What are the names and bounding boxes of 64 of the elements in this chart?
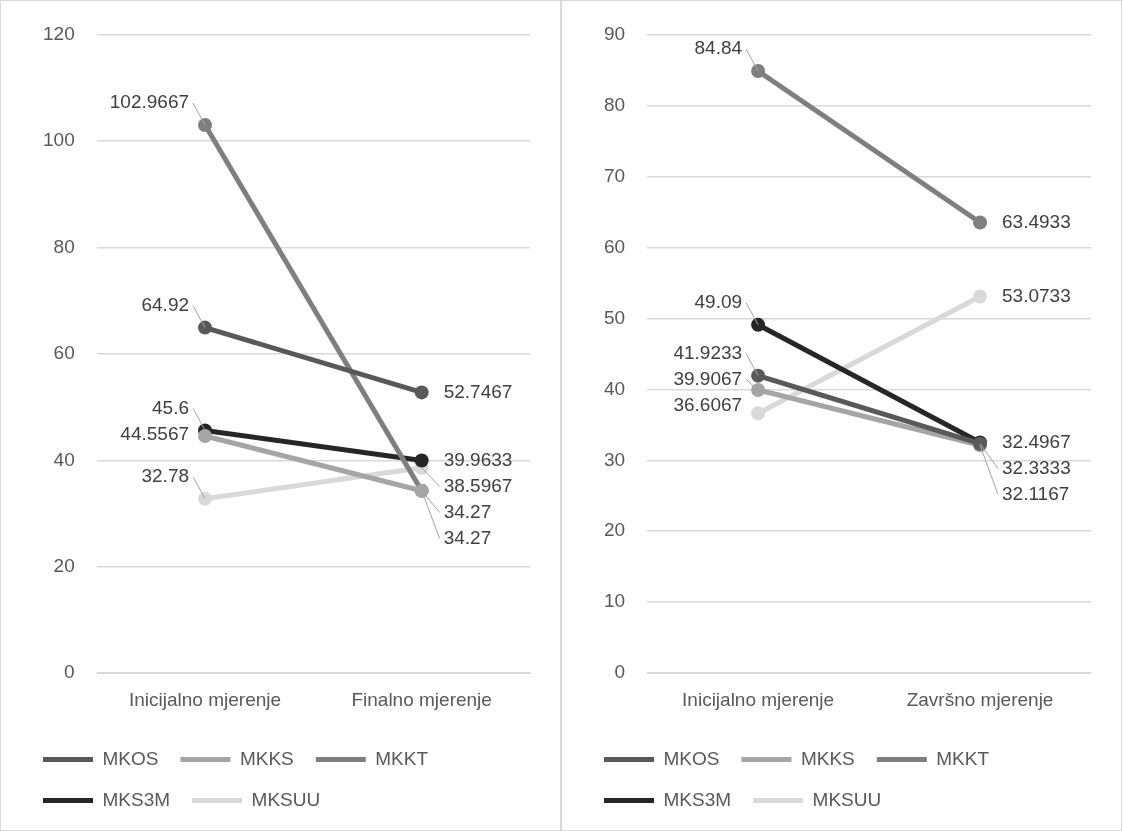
- y-tick-label: 40: [53, 448, 75, 470]
- y-tick-label: 20: [53, 554, 75, 576]
- point: [414, 453, 429, 468]
- data-label: 34.27: [443, 500, 492, 522]
- data-label: 38.5967: [443, 474, 513, 496]
- legend-label: MKKT: [375, 747, 429, 769]
- x-tick-label: Finalno mjerenje: [351, 688, 492, 710]
- point: [751, 317, 766, 332]
- data-label: 63.4933: [1002, 210, 1071, 232]
- y-tick-label: 60: [53, 342, 75, 364]
- legend-label: MKOS: [663, 747, 720, 769]
- y-tick-label: 10: [603, 590, 626, 612]
- data-label: 32.78: [141, 464, 190, 486]
- legend-label: MKKS: [239, 747, 294, 769]
- data-label: 32.1167: [1002, 482, 1070, 504]
- data-label: 39.9067: [673, 367, 743, 389]
- point: [751, 382, 766, 397]
- data-label: 36.6067: [673, 393, 743, 415]
- legend-label: MKSUU: [251, 788, 321, 810]
- point: [751, 368, 766, 383]
- data-label: 84.84: [694, 37, 743, 59]
- data-label: 64.92: [141, 293, 190, 315]
- y-tick-label: 100: [43, 129, 75, 151]
- legend-label: MKS3M: [102, 788, 171, 810]
- point: [198, 118, 213, 133]
- data-label: 53.0733: [1002, 284, 1071, 306]
- data-label: 49.09: [694, 291, 743, 312]
- y-tick-label: 80: [603, 93, 626, 115]
- y-tick-label: 40: [603, 377, 626, 399]
- point: [198, 491, 213, 506]
- data-label: 45.6: [152, 396, 190, 418]
- point: [198, 429, 213, 444]
- y-tick-label: 90: [603, 22, 626, 44]
- y-tick-label: 50: [603, 306, 626, 328]
- point: [751, 64, 766, 79]
- point: [973, 215, 988, 230]
- data-label: 32.3333: [1002, 456, 1071, 478]
- legend-label: MKKT: [936, 747, 990, 769]
- y-tick-label: 20: [603, 519, 626, 541]
- data-label: 102.9667: [109, 91, 190, 113]
- point: [414, 385, 429, 400]
- x-tick-label: Završno mjerenje: [906, 688, 1054, 710]
- point: [973, 289, 988, 304]
- y-tick-label: 60: [603, 235, 626, 257]
- data-label: 44.5567: [120, 422, 190, 444]
- x-tick-label: Inicijalno mjerenje: [128, 688, 282, 710]
- y-tick-label: 70: [603, 164, 626, 186]
- legend-label: MKS3M: [663, 788, 732, 810]
- data-label: 34.27: [443, 526, 492, 548]
- point: [198, 320, 213, 335]
- x-tick-label: Inicijalno mjerenje: [682, 688, 835, 710]
- legend-label: MKKS: [800, 747, 855, 769]
- legend-label: MKSUU: [812, 788, 882, 810]
- y-tick-label: 80: [53, 235, 75, 257]
- legend-label: MKOS: [102, 747, 159, 769]
- data-label: 39.9633: [443, 448, 513, 470]
- data-label: 41.9233: [673, 341, 743, 363]
- point: [751, 406, 766, 421]
- y-tick-label: 120: [43, 22, 75, 44]
- y-tick-label: 30: [603, 448, 626, 470]
- y-tick-label: 0: [64, 661, 75, 683]
- data-label: 32.4967: [1002, 430, 1071, 452]
- data-label: 52.7467: [443, 380, 513, 402]
- y-tick-label: 0: [614, 661, 626, 683]
